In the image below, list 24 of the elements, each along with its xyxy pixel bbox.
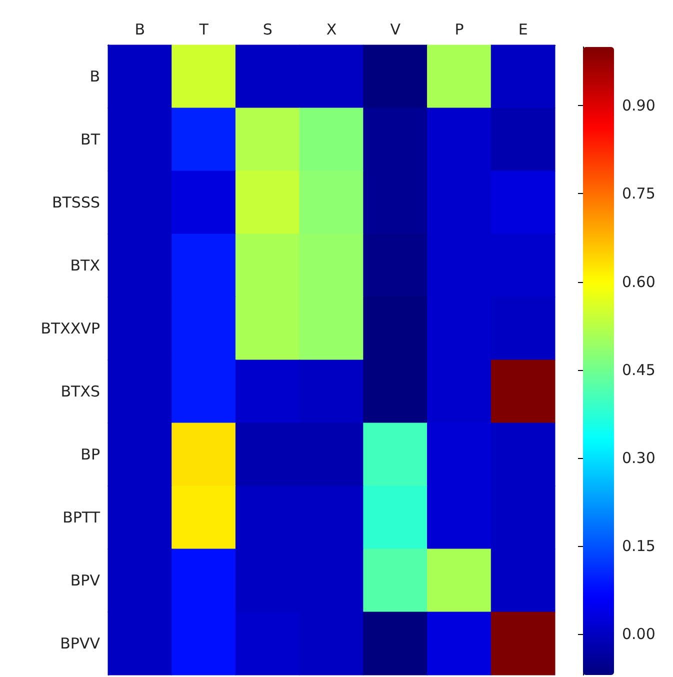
color-bar-label: 0.90 xyxy=(622,96,656,115)
y-tick-label: BPV xyxy=(70,572,101,590)
color-bar-label: 0.60 xyxy=(622,272,656,291)
y-tick-label: BPVV xyxy=(60,634,101,652)
y-tick-label: BPTT xyxy=(62,508,101,526)
x-tick-label: V xyxy=(390,20,402,38)
y-tick-label: BTXS xyxy=(60,382,100,400)
y-tick-label: BTXXVP xyxy=(40,320,100,338)
color-bar-label: 0.75 xyxy=(622,184,656,203)
x-tick-label: P xyxy=(454,20,464,38)
x-tick-label: S xyxy=(262,20,272,38)
y-tick-label: BTX xyxy=(70,256,100,274)
x-tick-label: T xyxy=(198,20,210,38)
y-tick-label: BT xyxy=(80,130,101,148)
color-bar-label: 0.15 xyxy=(622,536,656,555)
color-bar-label: 0.00 xyxy=(622,624,656,643)
x-tick-label: B xyxy=(134,20,146,38)
x-tick-label: X xyxy=(326,20,337,38)
y-tick-label: BTSSS xyxy=(52,194,100,212)
y-tick-label: B xyxy=(90,68,100,86)
color-bar-label: 0.45 xyxy=(622,360,656,379)
color-bar-label: 0.30 xyxy=(622,448,656,467)
x-tick-label: E xyxy=(518,20,528,38)
y-tick-label: BP xyxy=(80,446,100,464)
